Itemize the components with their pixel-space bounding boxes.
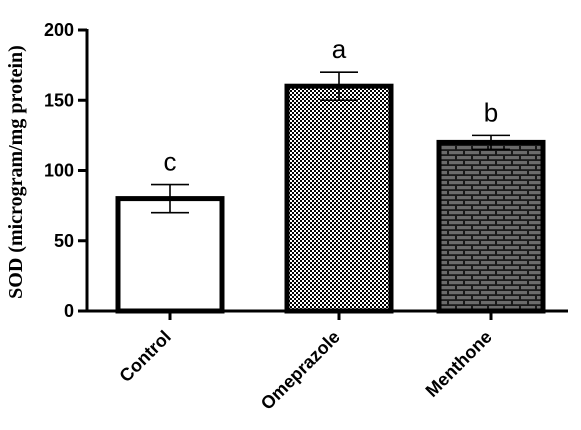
x-tick-label-menthone: Menthone bbox=[422, 327, 496, 401]
y-tick-label-0: 0 bbox=[64, 301, 74, 321]
y-tick-label-200: 200 bbox=[44, 20, 74, 40]
bars bbox=[115, 83, 546, 314]
significance-label-omeprazole: a bbox=[332, 34, 347, 64]
x-tick-label-control: Control bbox=[115, 327, 174, 386]
y-tick-label-50: 50 bbox=[54, 231, 74, 251]
y-tick-label-150: 150 bbox=[44, 90, 74, 110]
error-bar-menthone bbox=[472, 134, 510, 151]
bar-control bbox=[115, 196, 225, 314]
significance-label-menthone: b bbox=[484, 97, 498, 127]
error-bar-control bbox=[151, 183, 189, 214]
error-bars bbox=[151, 71, 510, 214]
y-tick-label-100: 100 bbox=[44, 161, 74, 181]
y-axis: 0 50 100 150 200 bbox=[44, 20, 89, 321]
x-tick-label-omeprazole: Omeprazole bbox=[257, 327, 344, 414]
significance-label-control: c bbox=[164, 147, 177, 177]
error-bar-omeprazole bbox=[320, 71, 358, 102]
y-axis-title: SOD (microgram/mg protein) bbox=[5, 45, 27, 299]
bar-menthone bbox=[436, 139, 546, 314]
bar-omeprazole bbox=[284, 83, 394, 314]
significance-letters: c a b bbox=[164, 34, 499, 176]
x-axis: Control Omeprazole Menthone bbox=[85, 309, 568, 414]
